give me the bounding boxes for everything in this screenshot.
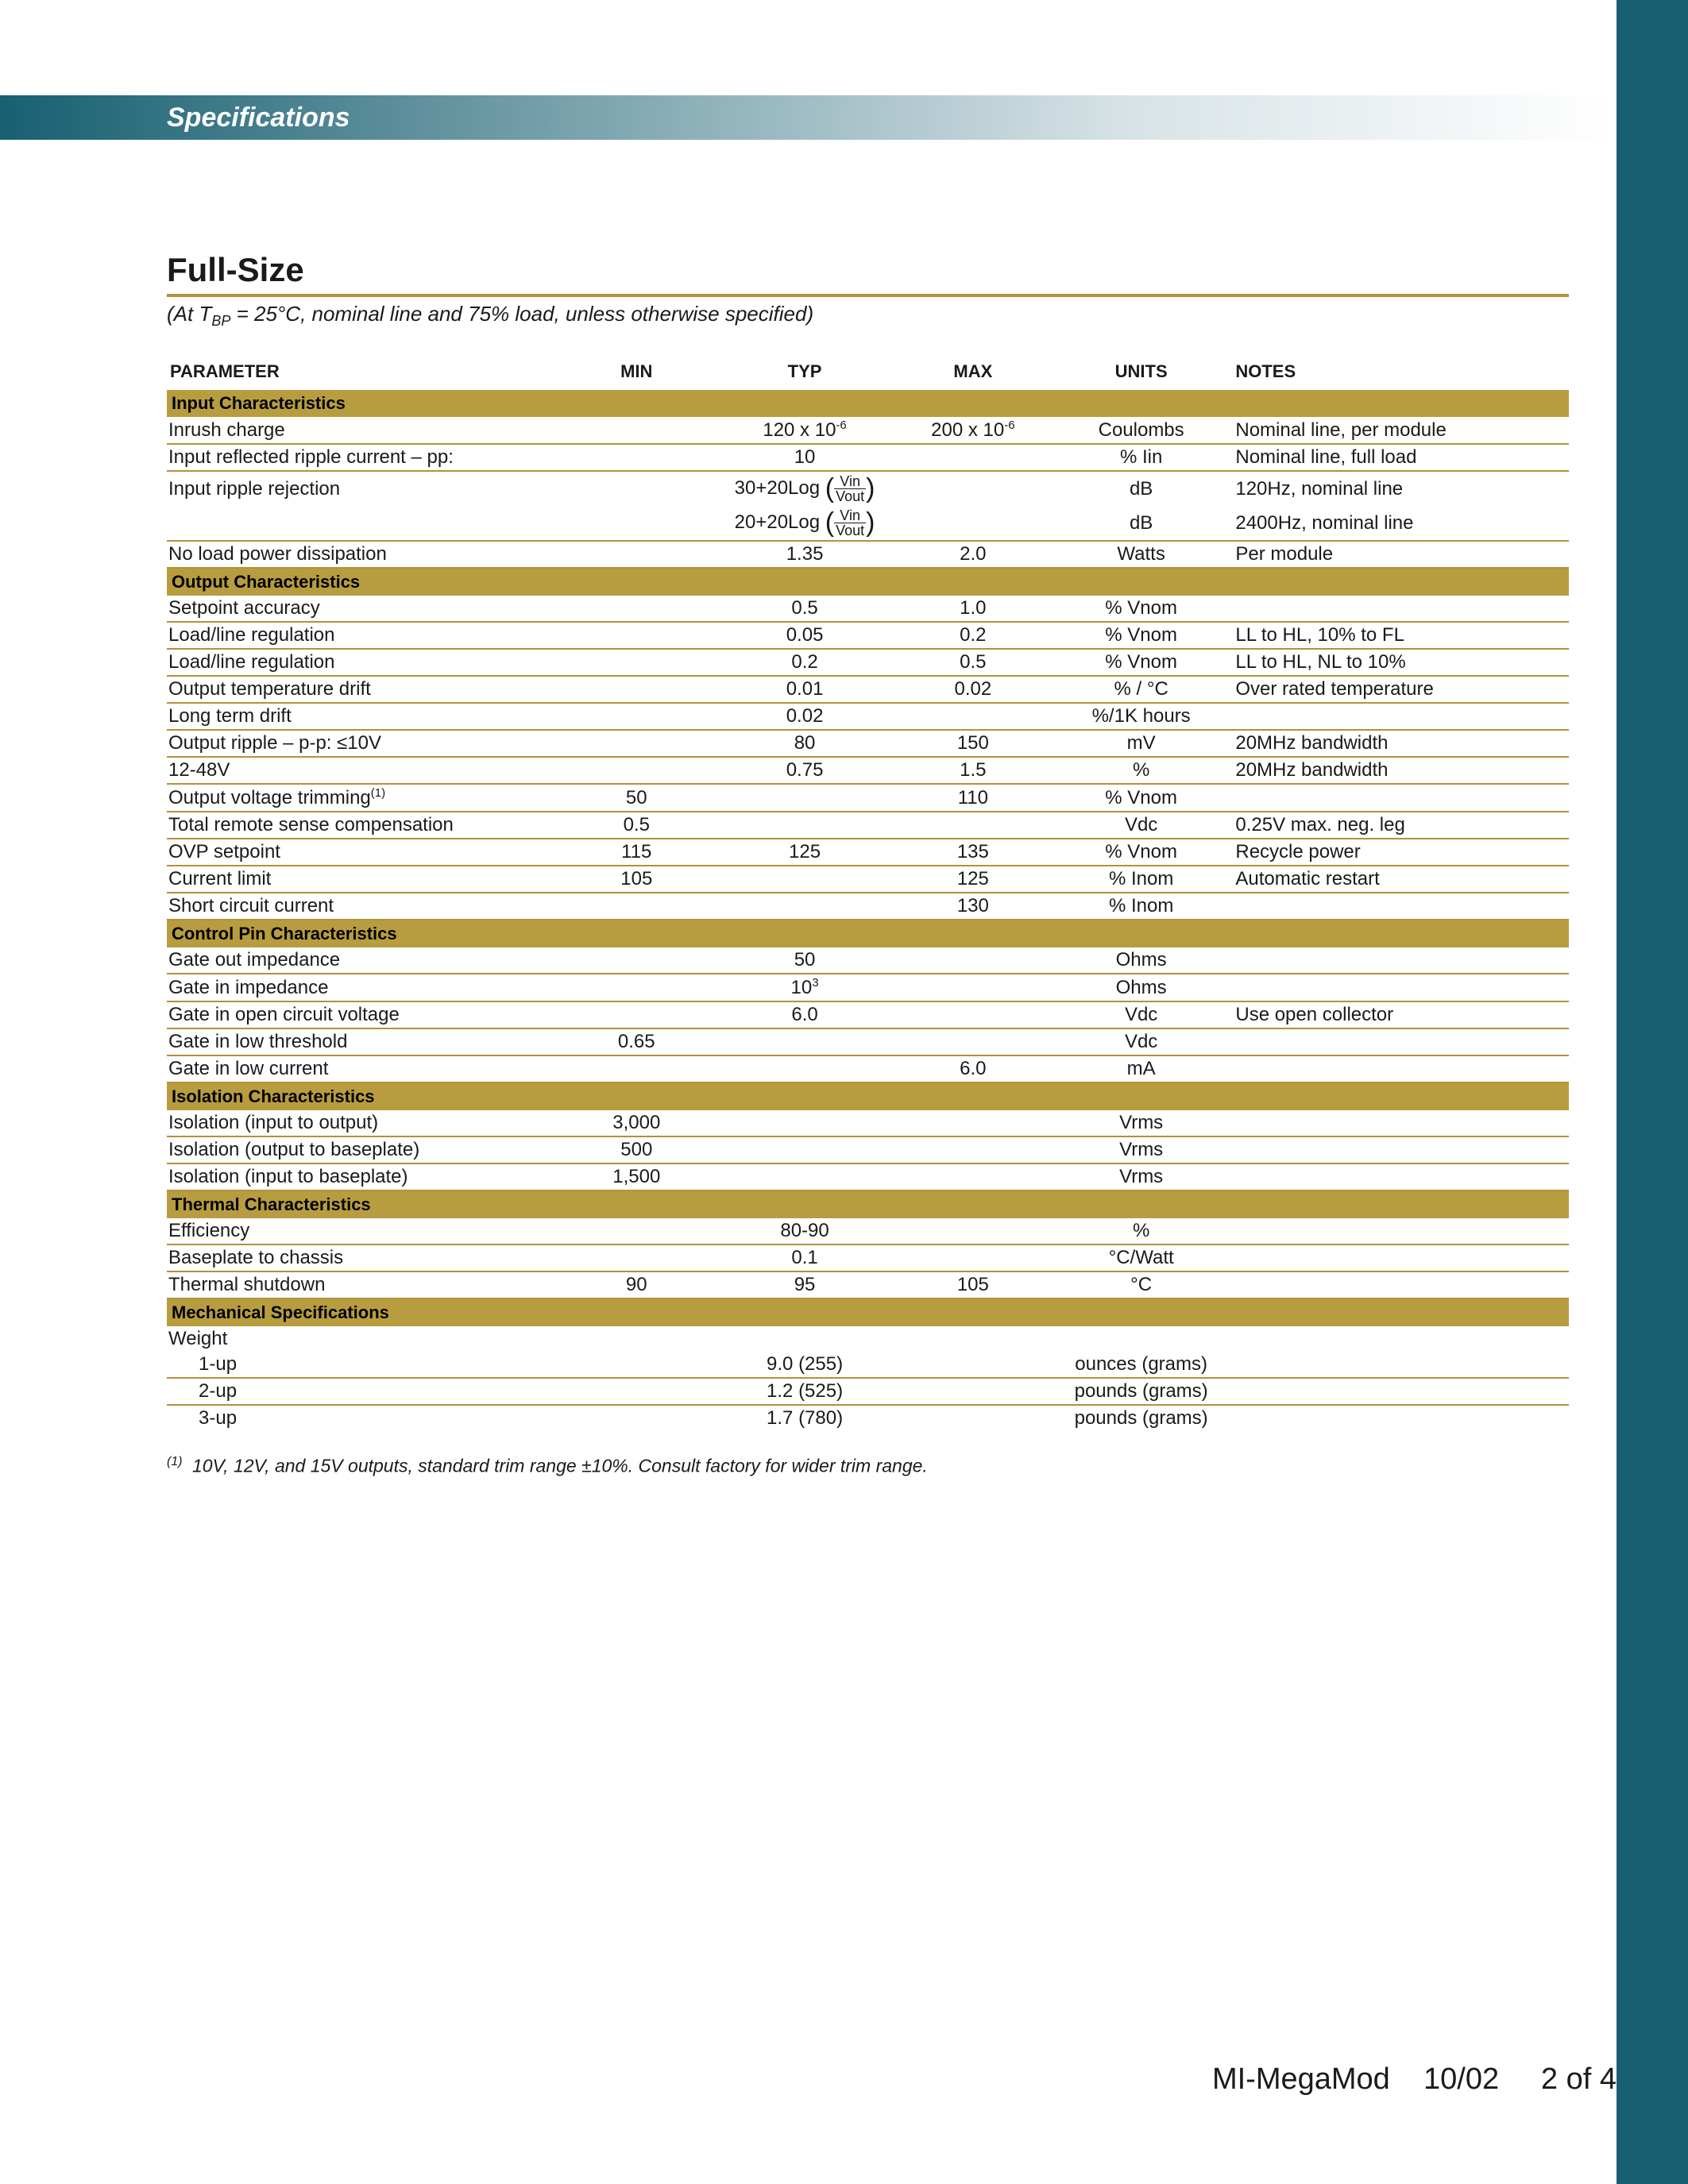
table-row: Gate out impedance50Ohms — [167, 947, 1569, 974]
table-row: 12-48V0.751.5%20MHz bandwidth — [167, 757, 1569, 784]
table-row: Efficiency80-90% — [167, 1218, 1569, 1244]
spec-table: PARAMETERMINTYPMAXUNITSNOTES Input Chara… — [167, 357, 1569, 1431]
section-row: Isolation Characteristics — [167, 1082, 1569, 1110]
table-row: Input reflected ripple current – pp:10% … — [167, 444, 1569, 471]
table-row: Current limit105125% InomAutomatic resta… — [167, 866, 1569, 893]
table-row: 2-up1.2 (525)pounds (grams) — [167, 1378, 1569, 1405]
section-row: Output Characteristics — [167, 568, 1569, 596]
header-bar: Specifications — [0, 95, 1617, 140]
table-row: Input ripple rejection30+20Log (VinVout)… — [167, 471, 1569, 506]
section-title: Full-Size — [167, 251, 1569, 289]
footnote-marker: (1) — [167, 1455, 183, 1468]
col-header: UNITS — [1050, 357, 1232, 390]
table-row: Weight — [167, 1326, 1569, 1352]
table-row: Load/line regulation0.20.5% VnomLL to HL… — [167, 649, 1569, 676]
table-row: Isolation (input to baseplate)1,500Vrms — [167, 1163, 1569, 1190]
table-row: Output ripple – p-p: ≤10V80150mV20MHz ba… — [167, 730, 1569, 757]
col-header: TYP — [713, 357, 895, 390]
table-row: Output voltage trimming(1)50110% Vnom — [167, 784, 1569, 812]
table-row: Total remote sense compensation0.5Vdc0.2… — [167, 812, 1569, 839]
footnote-text: 10V, 12V, and 15V outputs, standard trim… — [192, 1456, 928, 1476]
col-header: MAX — [896, 357, 1050, 390]
table-row: Gate in open circuit voltage6.0VdcUse op… — [167, 1001, 1569, 1028]
table-row: Gate in low current6.0mA — [167, 1055, 1569, 1082]
table-row: Isolation (input to output)3,000Vrms — [167, 1110, 1569, 1136]
table-row: 3-up1.7 (780)pounds (grams) — [167, 1405, 1569, 1431]
table-row: Isolation (output to baseplate)500Vrms — [167, 1136, 1569, 1163]
table-row: Long term drift0.02%/1K hours — [167, 703, 1569, 730]
footer-date: 10/02 — [1423, 2062, 1499, 2096]
col-header: PARAMETER — [167, 357, 559, 390]
section-row: Thermal Characteristics — [167, 1190, 1569, 1218]
section-row: Input Characteristics — [167, 390, 1569, 417]
table-row: Gate in low threshold0.65Vdc — [167, 1028, 1569, 1055]
table-row: 20+20Log (VinVout)dB2400Hz, nominal line — [167, 506, 1569, 541]
col-header: MIN — [559, 357, 713, 390]
table-row: Inrush charge120 x 10-6200 x 10-6Coulomb… — [167, 417, 1569, 444]
table-row: Baseplate to chassis0.1°C/Watt — [167, 1244, 1569, 1271]
page-content: Specifications Full-Size (At TBP = 25°C,… — [0, 0, 1617, 2184]
table-row: Load/line regulation0.050.2% VnomLL to H… — [167, 622, 1569, 649]
table-row: Short circuit current130% Inom — [167, 893, 1569, 920]
table-row: 1-up9.0 (255)ounces (grams) — [167, 1352, 1569, 1378]
header-title: Specifications — [167, 102, 350, 133]
footer-doc: MI-MegaMod — [1212, 2062, 1390, 2096]
footnote: (1) 10V, 12V, and 15V outputs, standard … — [167, 1455, 1569, 1477]
table-row: Gate in impedance103Ohms — [167, 974, 1569, 1001]
table-row: Thermal shutdown9095105°C — [167, 1271, 1569, 1298]
section-conditions: (At TBP = 25°C, nominal line and 75% loa… — [167, 302, 1569, 330]
table-row: Setpoint accuracy0.51.0% Vnom — [167, 596, 1569, 622]
footer-page: 2 of 4 — [1541, 2062, 1617, 2096]
table-row: No load power dissipation1.352.0WattsPer… — [167, 541, 1569, 568]
table-row: OVP setpoint115125135% VnomRecycle power — [167, 839, 1569, 866]
section-rule — [167, 294, 1569, 297]
right-accent-bar — [1617, 0, 1688, 2184]
section-row: Control Pin Characteristics — [167, 920, 1569, 947]
col-header: NOTES — [1232, 357, 1569, 390]
table-header-row: PARAMETERMINTYPMAXUNITSNOTES — [167, 357, 1569, 390]
page-footer: MI-MegaMod 10/02 2 of 4 — [1212, 2062, 1617, 2097]
section-row: Mechanical Specifications — [167, 1298, 1569, 1326]
table-row: Output temperature drift0.010.02% / °COv… — [167, 676, 1569, 703]
